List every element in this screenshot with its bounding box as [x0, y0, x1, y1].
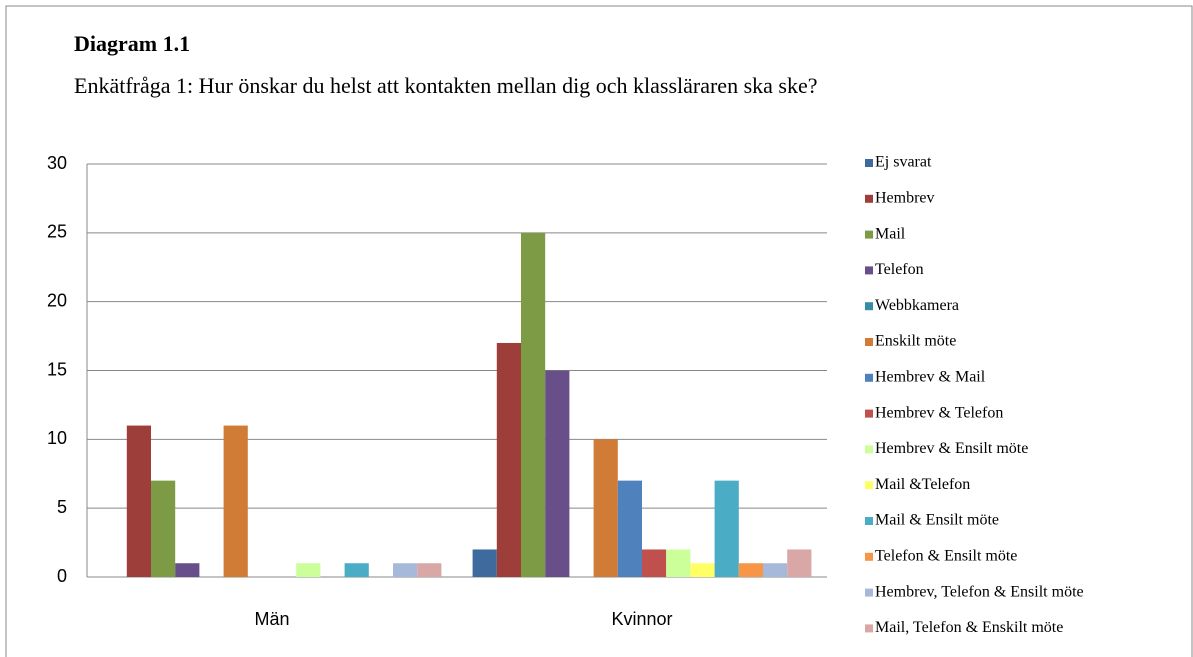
- legend-swatch: [865, 552, 873, 561]
- legend-swatch: [865, 445, 873, 454]
- legend-label: Enskilt möte: [875, 333, 956, 350]
- legend-swatch: [865, 624, 873, 633]
- chart-title: Diagram 1.1: [74, 31, 191, 56]
- bar: [472, 549, 497, 577]
- legend-label: Mail &Telefon: [875, 476, 970, 493]
- legend-label: Mail & Ensilt möte: [875, 512, 999, 529]
- bar: [738, 563, 763, 577]
- bar: [545, 370, 570, 577]
- legend-swatch: [865, 481, 873, 490]
- bar: [496, 342, 521, 577]
- bar: [787, 549, 812, 577]
- bar: [521, 232, 546, 578]
- legend-swatch: [865, 230, 873, 239]
- y-tick-label: 5: [57, 497, 67, 517]
- legend-label: Hembrev & Ensilt möte: [875, 440, 1028, 457]
- legend-label: Ej svarat: [875, 154, 932, 171]
- legend-swatch: [865, 409, 873, 418]
- bar: [666, 549, 691, 577]
- bar: [223, 425, 248, 577]
- y-tick-label: 0: [57, 566, 67, 586]
- legend-label: Webbkamera: [875, 297, 959, 314]
- frame: [5, 5, 1193, 657]
- legend-label: Mail: [875, 225, 906, 242]
- legend-swatch: [865, 194, 873, 203]
- bar: [642, 549, 667, 577]
- bar: [714, 480, 739, 577]
- y-tick-label: 30: [47, 153, 67, 173]
- legend-label: Telefon & Ensilt möte: [875, 547, 1017, 564]
- legend-swatch: [865, 373, 873, 382]
- legend-label: Hembrev & Telefon: [875, 404, 1003, 421]
- bar: [593, 439, 618, 577]
- bar: [763, 563, 788, 577]
- legend-label: Mail, Telefon & Enskilt möte: [875, 619, 1063, 636]
- legend-swatch: [865, 588, 873, 597]
- bar: [617, 480, 642, 577]
- bar: [344, 563, 369, 577]
- legend-swatch: [865, 159, 873, 167]
- y-tick-label: 25: [47, 222, 67, 242]
- bar: [296, 563, 321, 577]
- y-tick-label: 20: [47, 290, 67, 310]
- bar: [417, 563, 442, 577]
- legend-swatch: [865, 338, 873, 346]
- legend-swatch: [865, 302, 873, 311]
- legend-label: Hembrev: [875, 189, 935, 206]
- chart-subtitle: Enkätfråga 1: Hur önskar du helst att ko…: [74, 73, 818, 98]
- bar: [126, 425, 151, 577]
- legend-label: Hembrev & Mail: [875, 368, 986, 385]
- x-tick-label: Kvinnor: [611, 609, 672, 629]
- y-tick-label: 15: [47, 359, 67, 379]
- legend-swatch: [865, 517, 873, 525]
- x-tick-label: Män: [254, 609, 289, 629]
- legend-label: Hembrev, Telefon & Ensilt möte: [875, 583, 1084, 600]
- bar: [175, 563, 200, 577]
- y-tick-label: 10: [47, 428, 67, 448]
- legend-swatch: [865, 266, 873, 275]
- bar: [393, 563, 418, 577]
- legend-label: Telefon: [875, 261, 924, 278]
- bar: [690, 563, 715, 577]
- bar: [151, 480, 176, 577]
